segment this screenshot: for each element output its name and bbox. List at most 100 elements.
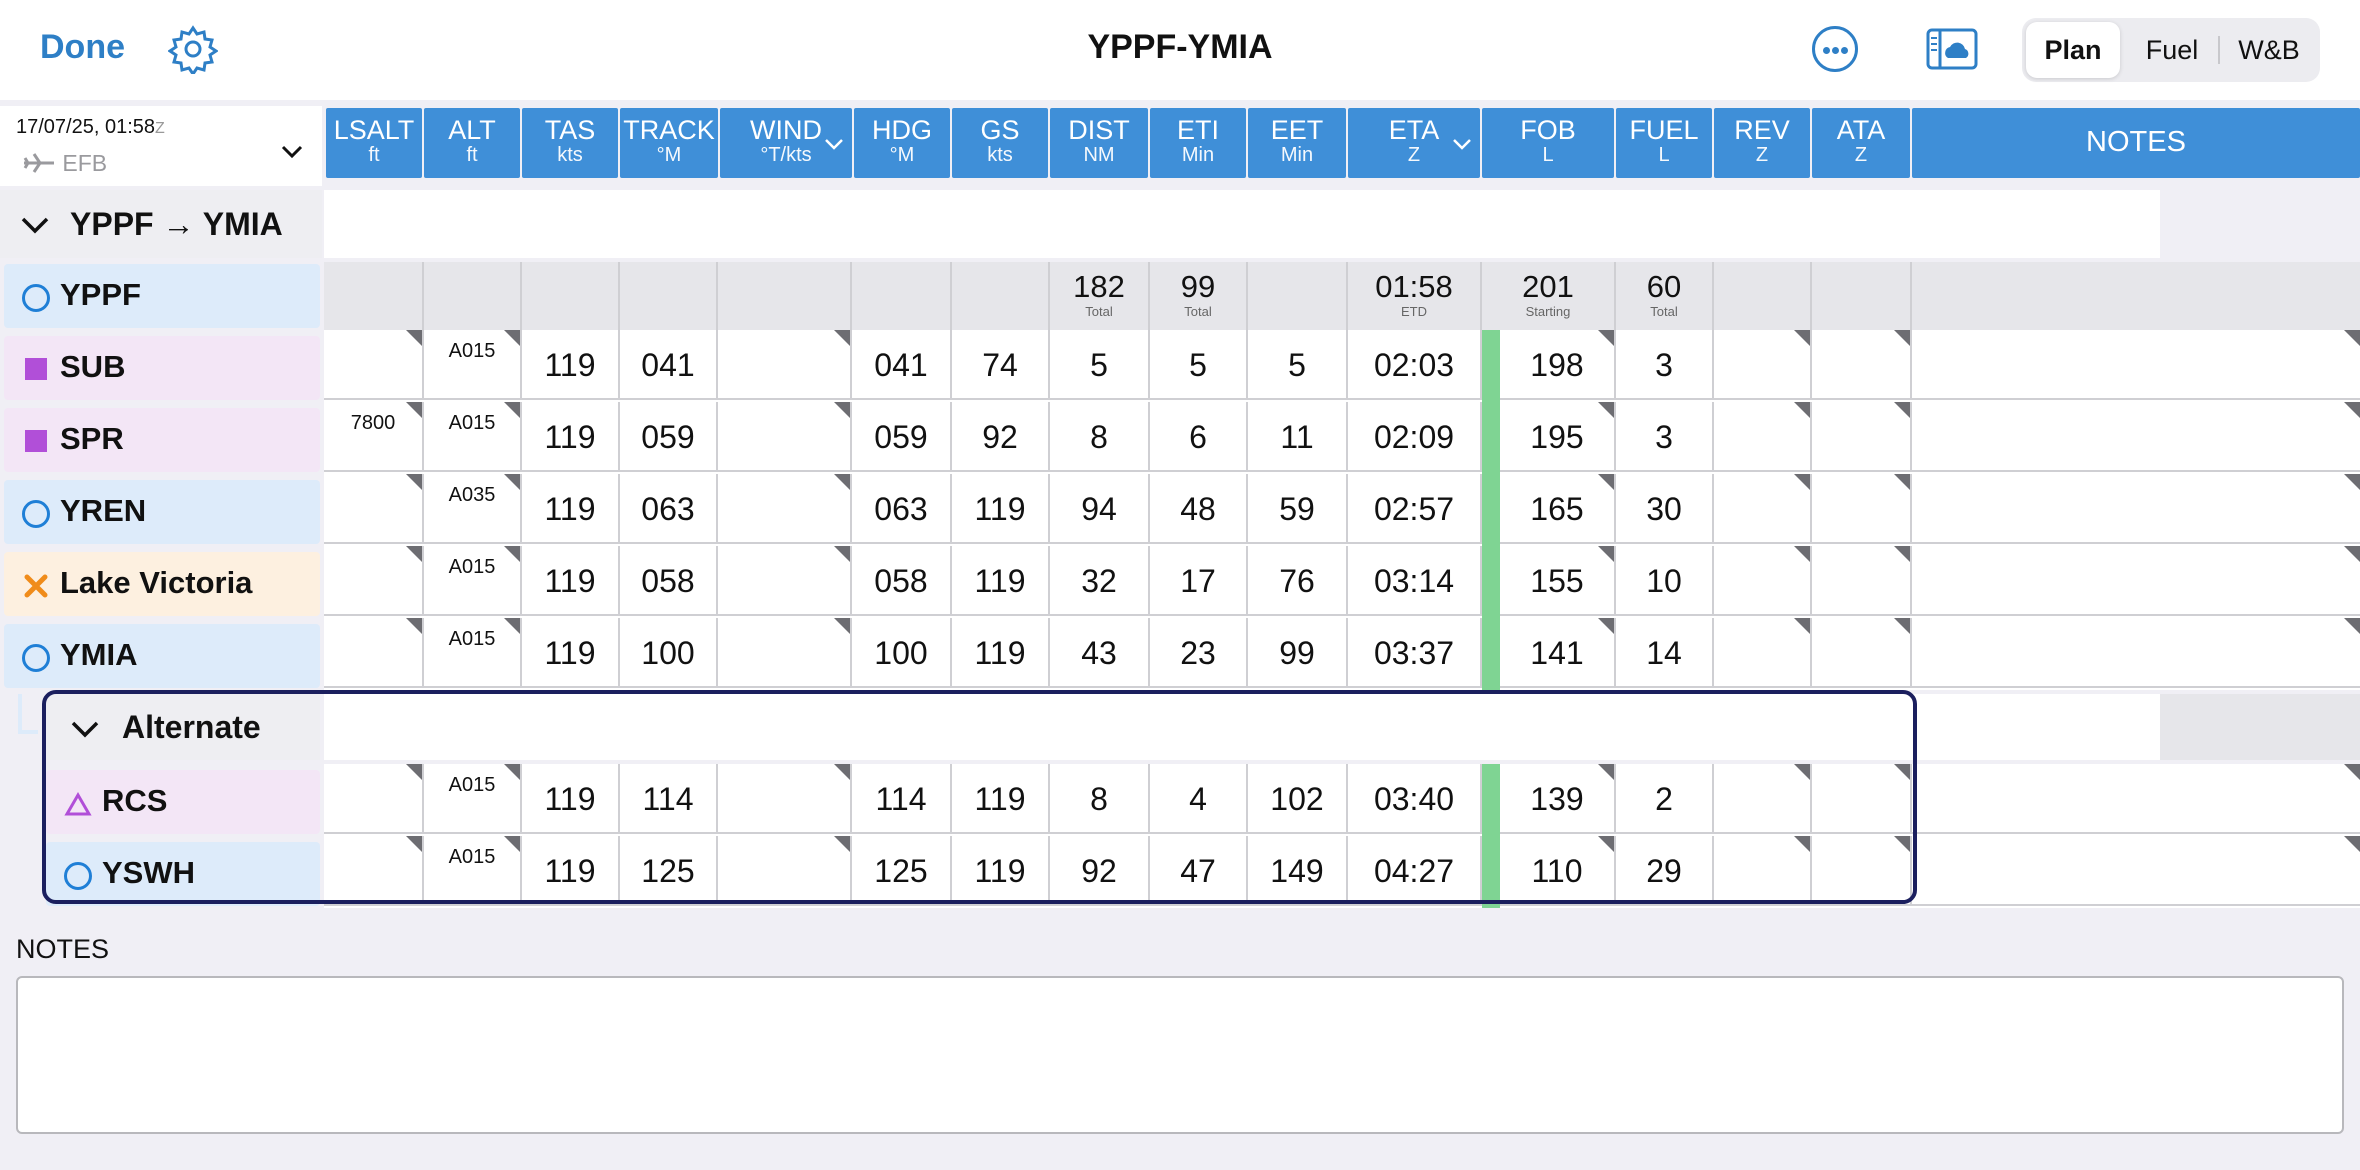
cell-alt[interactable]: A015: [424, 402, 522, 472]
cell-rev[interactable]: [1714, 330, 1812, 400]
cell-notes[interactable]: [1912, 546, 2360, 616]
cell-ata[interactable]: [1812, 474, 1912, 544]
cell-notes[interactable]: [1912, 764, 2360, 834]
alternate-rcs[interactable]: RCS: [46, 770, 320, 834]
cell-fob[interactable]: 198: [1482, 330, 1616, 400]
cell-rev[interactable]: [1714, 836, 1812, 906]
gear-icon[interactable]: [168, 24, 218, 74]
column-header-fob[interactable]: FOB L: [1482, 108, 1614, 178]
cell-ata[interactable]: [1812, 402, 1912, 472]
cell-notes[interactable]: [1912, 330, 2360, 400]
cell-ata[interactable]: [1812, 764, 1912, 834]
notes-textarea[interactable]: [16, 976, 2344, 1134]
tab-fuel[interactable]: Fuel: [2145, 35, 2199, 65]
cell-rev[interactable]: [1714, 546, 1812, 616]
cell-wind[interactable]: [718, 546, 852, 616]
tab-plan[interactable]: Plan: [2026, 22, 2120, 78]
table-row: [324, 764, 2360, 836]
done-button[interactable]: Done: [40, 28, 125, 66]
cell-alt[interactable]: A015: [424, 330, 522, 400]
cell-wind[interactable]: [718, 764, 852, 834]
cell-alt[interactable]: A015: [424, 836, 522, 906]
alternate-yswh[interactable]: YSWH: [46, 842, 320, 906]
cloud-sync-icon[interactable]: [1926, 28, 1978, 70]
leg-header[interactable]: YPPF → YMIA: [0, 190, 322, 258]
more-options-icon[interactable]: [1812, 26, 1858, 72]
cell-fob[interactable]: 155: [1482, 546, 1616, 616]
column-header-tas[interactable]: TAS kts: [522, 108, 618, 178]
column-header-wind[interactable]: WIND °T/kts: [720, 108, 852, 178]
cell-wind[interactable]: [718, 836, 852, 906]
cell-alt[interactable]: A015: [424, 764, 522, 834]
column-header-fuel[interactable]: FUEL L: [1616, 108, 1712, 178]
cell-fob[interactable]: 165: [1482, 474, 1616, 544]
chevron-down-icon[interactable]: [824, 134, 844, 154]
column-header-gs[interactable]: GS kts: [952, 108, 1048, 178]
cell-ata[interactable]: [1812, 618, 1912, 688]
cell-lsalt[interactable]: [324, 546, 424, 616]
cell-alt[interactable]: A035: [424, 474, 522, 544]
cell-wind[interactable]: [718, 474, 852, 544]
cell-lsalt[interactable]: [324, 618, 424, 688]
cell-rev[interactable]: [1714, 618, 1812, 688]
cell-fob[interactable]: 195: [1482, 402, 1616, 472]
column-header-unit: °M: [889, 144, 915, 166]
cell-fob[interactable]: 139: [1482, 764, 1616, 834]
chevron-down-icon[interactable]: [1452, 134, 1472, 154]
cell-rev[interactable]: [1714, 764, 1812, 834]
edit-corner-icon: [406, 402, 422, 418]
column-header-alt[interactable]: ALT ft: [424, 108, 520, 178]
cell-rev[interactable]: [1714, 474, 1812, 544]
cell-alt[interactable]: A015: [424, 546, 522, 616]
cell-notes[interactable]: [1912, 402, 2360, 472]
cell-hdg: 063: [852, 474, 952, 544]
waypoint-ymia[interactable]: YMIA: [4, 624, 320, 688]
cell-ata[interactable]: [1812, 330, 1912, 400]
cell-lsalt[interactable]: 7800: [324, 402, 424, 472]
column-header-hdg[interactable]: HDG °M: [854, 108, 950, 178]
cell-track: 041: [620, 330, 718, 400]
cell-lsalt[interactable]: [324, 836, 424, 906]
column-header-eti[interactable]: ETI Min: [1150, 108, 1246, 178]
cell-lsalt[interactable]: [324, 474, 424, 544]
column-header-eta[interactable]: ETA Z: [1348, 108, 1480, 178]
column-header-rev[interactable]: REV Z: [1714, 108, 1810, 178]
waypoint-yppf[interactable]: YPPF: [4, 264, 320, 328]
waypoint-spr[interactable]: SPR: [4, 408, 320, 472]
cell-notes[interactable]: [1912, 618, 2360, 688]
cell-fob[interactable]: 110: [1482, 836, 1616, 906]
chevron-down-icon[interactable]: [280, 140, 304, 164]
cell-fob[interactable]: 141: [1482, 618, 1616, 688]
waypoint-lake-victoria[interactable]: Lake Victoria: [4, 552, 320, 616]
cell-notes[interactable]: [1912, 836, 2360, 906]
summary-cell-fob: 201 Starting: [1482, 262, 1616, 330]
cell-lsalt[interactable]: [324, 764, 424, 834]
cell-wind[interactable]: [718, 330, 852, 400]
waypoint-yren[interactable]: YREN: [4, 480, 320, 544]
cell-tas: 119: [522, 764, 620, 834]
cell-dist: 94: [1050, 474, 1150, 544]
column-header-label: FUEL: [1629, 115, 1699, 145]
alternate-header[interactable]: Alternate: [46, 694, 320, 760]
cell-wind[interactable]: [718, 618, 852, 688]
edit-corner-icon: [1794, 546, 1810, 562]
column-header-dist[interactable]: DIST NM: [1050, 108, 1148, 178]
column-header-lsalt[interactable]: LSALT ft: [326, 108, 422, 178]
edit-corner-icon: [2344, 546, 2360, 562]
edit-corner-icon: [1794, 764, 1810, 780]
cell-lsalt[interactable]: [324, 330, 424, 400]
plan-source-selector[interactable]: 17/07/25, 01:58Z EFB: [0, 106, 322, 186]
cell-notes[interactable]: [1912, 474, 2360, 544]
waypoint-sub[interactable]: SUB: [4, 336, 320, 400]
cell-dist: 43: [1050, 618, 1150, 688]
cell-ata[interactable]: [1812, 836, 1912, 906]
cell-wind[interactable]: [718, 402, 852, 472]
column-header-notes[interactable]: NOTES: [1912, 108, 2360, 178]
column-header-eet[interactable]: EET Min: [1248, 108, 1346, 178]
cell-rev[interactable]: [1714, 402, 1812, 472]
column-header-ata[interactable]: ATA Z: [1812, 108, 1910, 178]
cell-ata[interactable]: [1812, 546, 1912, 616]
tab-wb[interactable]: W&B: [2238, 35, 2300, 65]
column-header-track[interactable]: TRACK °M: [620, 108, 718, 178]
cell-alt[interactable]: A015: [424, 618, 522, 688]
